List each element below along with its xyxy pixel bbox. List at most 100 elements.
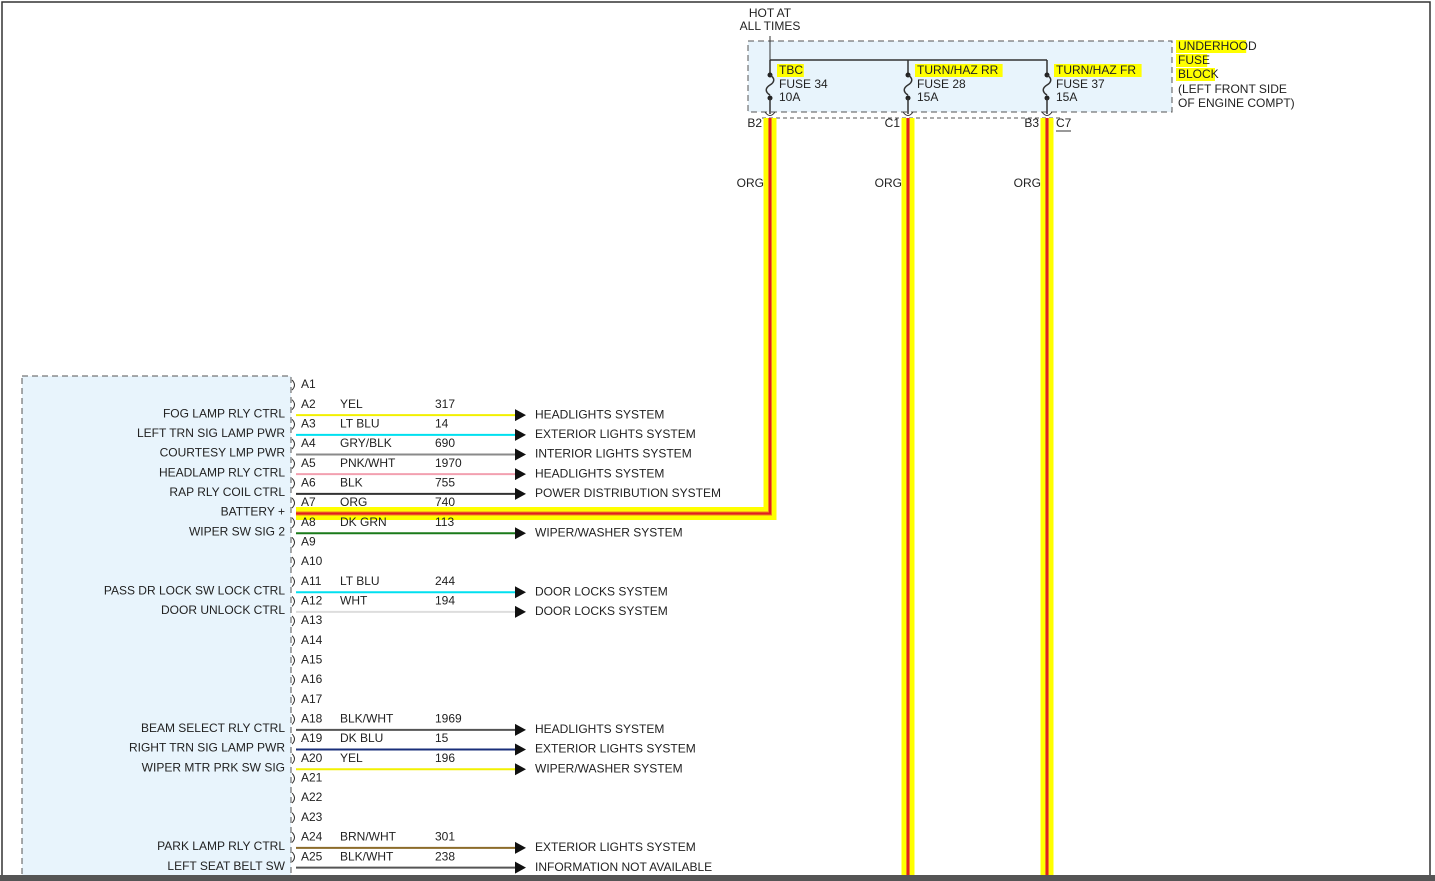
pin-label: A18 [301,712,323,726]
pin-connector [291,851,295,863]
pin-connector [291,418,295,430]
fuse-element [903,74,913,96]
circuit-number: 113 [435,515,454,529]
arrow [515,428,526,441]
pin-connector [291,497,295,509]
pin-connector [291,694,295,706]
arrow [515,527,526,540]
wire-color: YEL [340,751,363,765]
pin-label: A2 [301,397,316,411]
arrow [515,448,526,461]
fuse-rating: 15A [1056,90,1077,104]
fuse-name: TURN/HAZ RR [917,63,999,77]
pin-connector [291,615,295,627]
destination: EXTERIOR LIGHTS SYSTEM [535,840,696,854]
pin-connector [291,477,295,489]
highlight [1176,40,1247,53]
fuse-element [765,74,775,96]
wire-color: ORG [1014,176,1041,190]
circuit-number: 690 [435,436,455,450]
pin-function: COURTESY LMP PWR [160,446,286,460]
pin-connector [291,537,295,548]
pin-connector [291,438,295,450]
arrow [515,743,526,756]
pin-label: A3 [301,417,316,431]
wire-color: DK BLU [340,731,383,745]
pin-label: A24 [301,830,323,844]
wire-color: WHT [340,594,368,608]
pin-connector [291,458,295,470]
pin-label: A14 [301,633,323,647]
pin-connector [291,753,295,765]
wire-color: DK GRN [340,515,387,529]
fuse-rating: 15A [917,90,938,104]
pin-function: LEFT TRN SIG LAMP PWR [137,426,285,440]
destination: DOOR LOCKS SYSTEM [535,604,668,618]
wire-color: ORG [737,176,764,190]
fuse-block-label: UNDERHOOD [1178,39,1257,53]
fuse-number: FUSE 28 [917,77,966,91]
pin-connector [291,733,295,745]
fuse-block-location: OF ENGINE COMPT) [1178,96,1295,110]
pin-label: A4 [301,436,316,450]
pin-connector [291,517,295,529]
circuit-number: 14 [435,417,449,431]
destination: DOOR LOCKS SYSTEM [535,584,668,598]
pin-label: A20 [301,751,323,765]
arrow [515,861,526,874]
circuit-number: 238 [435,849,455,863]
pin-connector [291,556,295,568]
arrow [515,409,526,422]
fuse-element [1042,74,1052,96]
destination: HEADLIGHTS SYSTEM [535,722,664,736]
pin-function: WIPER MTR PRK SW SIG [142,760,285,774]
destination: HEADLIGHTS SYSTEM [535,407,664,421]
fuse-block-label: BLOCK [1178,67,1219,81]
pin-function: HEADLAMP RLY CTRL [159,465,285,479]
wire-color: BRN/WHT [340,830,397,844]
pin-function: PARK LAMP RLY CTRL [157,839,285,853]
fuse-name: TBC [779,63,803,77]
wire-color: ORG [340,495,367,509]
module-box [21,375,292,881]
wire-color: PNK/WHT [340,456,396,470]
pin-function: DOOR UNLOCK CTRL [161,603,285,617]
circuit-number: 1969 [435,712,462,726]
circuit-number: 317 [435,397,455,411]
pin-connector [291,792,295,804]
arrow [515,763,526,776]
scroll-bar [0,875,1435,881]
pin-label: A9 [301,535,316,549]
wire-color: BLK/WHT [340,712,394,726]
pin-label: A16 [301,672,323,686]
wire-color: ORG [875,176,902,190]
pin-label: A23 [301,810,323,824]
fuse-name: TURN/HAZ FR [1056,63,1136,77]
highlight [1176,68,1215,81]
circuit-number: 301 [435,830,455,844]
destination: EXTERIOR LIGHTS SYSTEM [535,742,696,756]
pin-label: A10 [301,554,323,568]
circuit-number: 194 [435,594,455,608]
pin-function: BEAM SELECT RLY CTRL [141,721,285,735]
circuit-number: 15 [435,731,449,745]
pin-connector [291,655,295,666]
connector-label: B3 [1024,116,1039,130]
power-label: HOT AT [749,6,792,20]
pin-label: A22 [301,790,323,804]
pin-function: FOG LAMP RLY CTRL [163,406,285,420]
pin-connector [291,714,295,725]
arrow [515,586,526,599]
power-label: ALL TIMES [740,19,801,33]
pin-label: A25 [301,849,323,863]
pin-connector [291,812,295,824]
fuse-block-location: (LEFT FRONT SIDE [1178,82,1287,96]
destination: EXTERIOR LIGHTS SYSTEM [535,427,696,441]
destination: POWER DISTRIBUTION SYSTEM [535,486,721,500]
pin-connector [291,399,295,411]
pin-function: PASS DR LOCK SW LOCK CTRL [104,583,285,597]
pin-label: A19 [301,731,323,745]
pin-label: A5 [301,456,316,470]
destination: HEADLIGHTS SYSTEM [535,466,664,480]
arrow [515,723,526,736]
